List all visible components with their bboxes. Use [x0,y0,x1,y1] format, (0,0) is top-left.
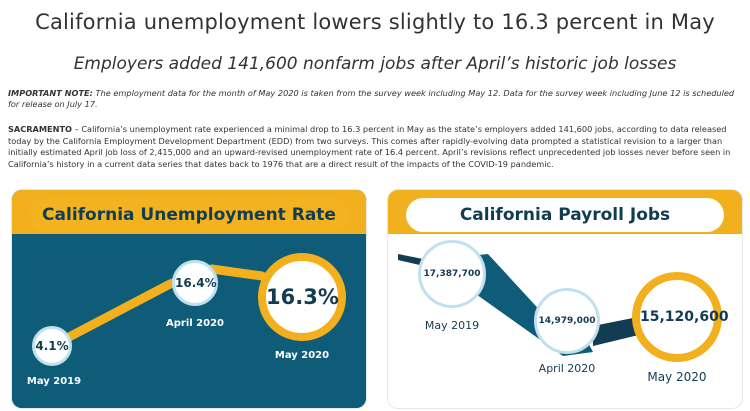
dateline: SACRAMENTO [8,124,72,134]
unemployment-rate-panel: California Unemployment Rate 4.1% May 20… [12,190,366,408]
note-label: IMPORTANT NOTE: [8,88,93,98]
unemployment-panel-title: California Unemployment Rate [30,198,348,232]
unemployment-april-2020-label: April 2020 [162,318,228,329]
unemployment-may-2020-circle: 16.3% [258,253,346,341]
payroll-panel-header: California Payroll Jobs [388,190,742,234]
unemployment-may-2019-circle: 4.1% [32,326,72,366]
payroll-may-2019-circle: 17,387,700 [418,240,486,308]
payroll-april-2020-circle: 14,979,000 [534,288,600,354]
payroll-april-2020-value: 14,979,000 [539,316,596,326]
payroll-panel-body: 17,387,700 May 2019 14,979,000 April 202… [388,234,742,408]
page-subtitle: Employers added 141,600 nonfarm jobs aft… [0,54,750,74]
payroll-jobs-panel: California Payroll Jobs 17,387,700 May 2… [388,190,742,408]
payroll-may-2020-value: 15,120,600 [640,309,729,325]
payroll-may-2019-label: May 2019 [414,319,490,332]
unemployment-may-2019-value: 4.1% [35,339,68,353]
payroll-may-2020-circle: 15,120,600 [632,272,722,362]
body-text: – California’s unemployment rate experie… [8,124,730,169]
unemployment-may-2019-label: May 2019 [22,376,86,387]
unemployment-may-2020-label: May 2020 [268,350,336,361]
unemployment-april-2020-circle: 16.4% [172,260,218,306]
payroll-april-2020-label: April 2020 [528,362,606,375]
important-note: IMPORTANT NOTE: The employment data for … [8,88,743,110]
unemployment-may-2020-value: 16.3% [266,285,339,309]
unemployment-panel-body: 4.1% May 2019 16.4% April 2020 16.3% May… [12,234,366,408]
note-text: The employment data for the month of May… [8,88,734,109]
page-title: California unemployment lowers slightly … [0,10,750,34]
article-body: SACRAMENTO – California’s unemployment r… [8,124,743,170]
payroll-may-2020-label: May 2020 [640,370,714,384]
unemployment-april-2020-value: 16.4% [175,276,217,290]
payroll-panel-title: California Payroll Jobs [406,198,724,232]
unemployment-panel-header: California Unemployment Rate [12,190,366,234]
payroll-may-2019-value: 17,387,700 [424,269,481,279]
